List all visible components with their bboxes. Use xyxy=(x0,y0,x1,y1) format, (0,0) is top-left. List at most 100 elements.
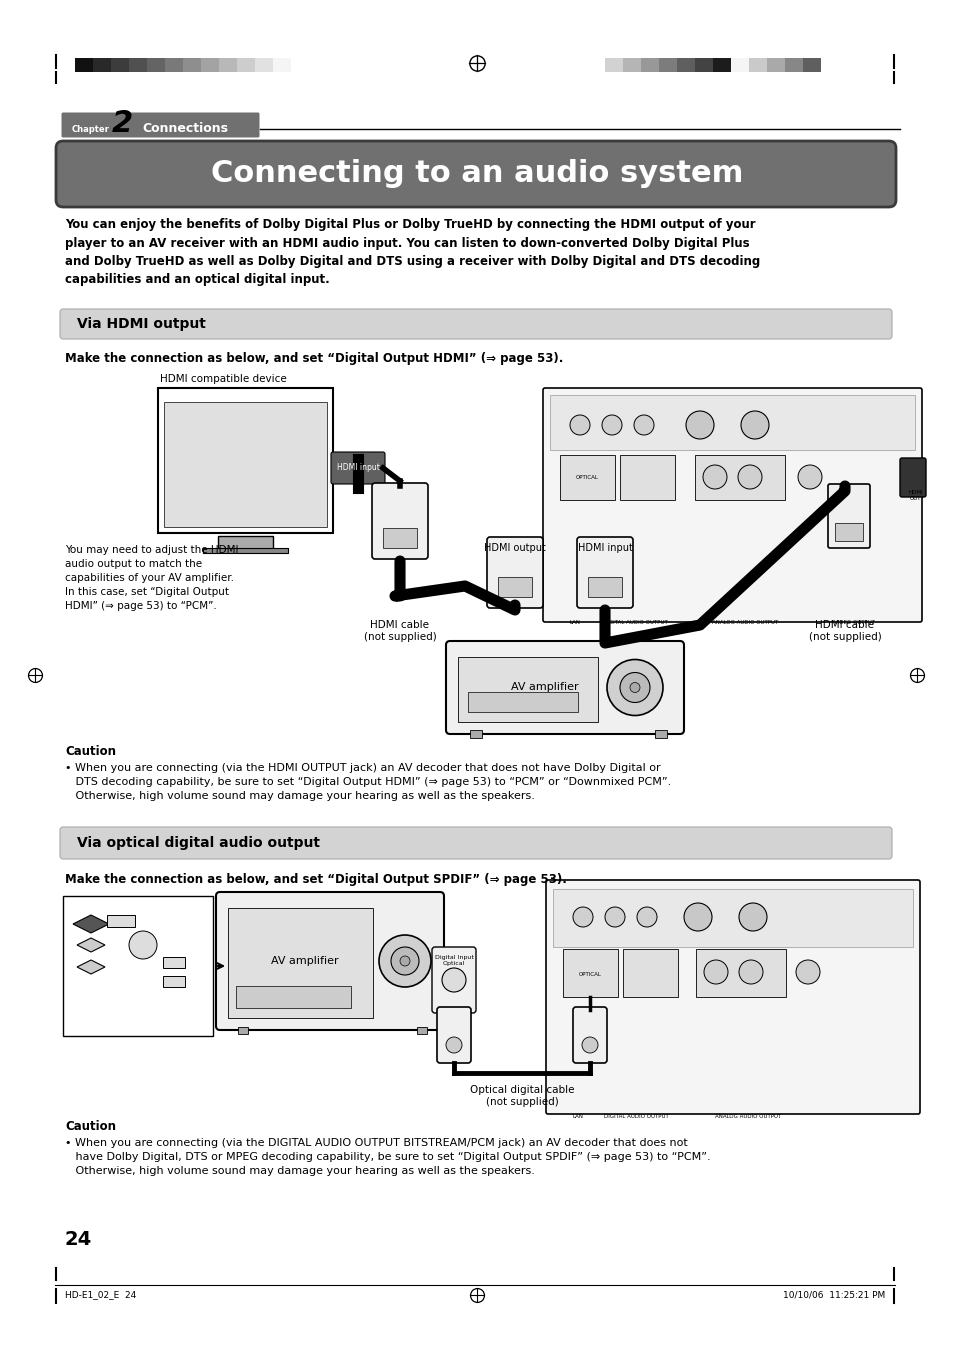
Text: Connections: Connections xyxy=(142,123,228,135)
FancyBboxPatch shape xyxy=(545,880,919,1115)
Circle shape xyxy=(391,947,418,975)
Bar xyxy=(203,549,288,553)
Bar xyxy=(677,58,695,72)
Text: OPTICAL: OPTICAL xyxy=(575,476,598,480)
Circle shape xyxy=(441,969,465,992)
Circle shape xyxy=(703,961,727,984)
Circle shape xyxy=(619,673,649,703)
Circle shape xyxy=(569,415,589,435)
Text: DIGITAL AUDIO OUTPUT: DIGITAL AUDIO OUTPUT xyxy=(602,620,667,626)
Bar xyxy=(470,730,481,738)
Polygon shape xyxy=(77,938,105,952)
Bar xyxy=(183,58,201,72)
Circle shape xyxy=(399,957,410,966)
Circle shape xyxy=(637,907,657,927)
Bar xyxy=(219,58,236,72)
Circle shape xyxy=(738,465,761,489)
Text: 24: 24 xyxy=(65,1229,92,1250)
Text: Via optical digital audio output: Via optical digital audio output xyxy=(77,836,319,850)
Circle shape xyxy=(601,415,621,435)
FancyBboxPatch shape xyxy=(56,141,895,207)
FancyBboxPatch shape xyxy=(60,309,891,339)
Circle shape xyxy=(629,682,639,693)
Bar xyxy=(622,58,640,72)
Circle shape xyxy=(606,659,662,716)
Bar xyxy=(129,58,147,72)
Circle shape xyxy=(573,907,593,927)
Bar xyxy=(497,577,532,597)
FancyBboxPatch shape xyxy=(542,388,921,621)
Circle shape xyxy=(634,415,654,435)
Text: HDMI compatible device: HDMI compatible device xyxy=(160,374,287,384)
Text: Caution: Caution xyxy=(65,744,116,758)
Circle shape xyxy=(702,465,726,489)
Bar xyxy=(562,948,618,997)
FancyBboxPatch shape xyxy=(436,1006,471,1063)
Bar xyxy=(147,58,165,72)
Bar xyxy=(237,1027,248,1034)
FancyBboxPatch shape xyxy=(577,536,633,608)
Bar xyxy=(75,58,92,72)
Text: HDMI cable
(not supplied): HDMI cable (not supplied) xyxy=(363,620,436,642)
Bar xyxy=(63,896,213,1036)
Bar xyxy=(416,1027,427,1034)
Text: You may need to adjust the HDMI
audio output to match the
capabilities of your A: You may need to adjust the HDMI audio ou… xyxy=(65,544,238,611)
Text: Connecting to an audio system: Connecting to an audio system xyxy=(211,159,742,189)
Text: LAN: LAN xyxy=(572,1115,583,1119)
Circle shape xyxy=(129,931,157,959)
Bar xyxy=(604,58,622,72)
Bar xyxy=(834,523,862,540)
Bar xyxy=(236,58,254,72)
Text: ANALOG AUDIO OUTPUT: ANALOG AUDIO OUTPUT xyxy=(714,1115,781,1119)
FancyBboxPatch shape xyxy=(215,892,443,1029)
Bar xyxy=(559,455,615,500)
Text: Optical digital cable
(not supplied): Optical digital cable (not supplied) xyxy=(469,1085,574,1106)
Bar xyxy=(201,58,219,72)
Bar xyxy=(457,657,598,721)
FancyBboxPatch shape xyxy=(372,484,428,559)
FancyBboxPatch shape xyxy=(331,453,385,484)
Text: HDMI
OUT: HDMI OUT xyxy=(908,490,923,501)
Bar xyxy=(696,948,785,997)
Bar xyxy=(712,58,730,72)
FancyBboxPatch shape xyxy=(446,640,683,734)
Bar xyxy=(218,536,273,549)
Text: HDMI output: HDMI output xyxy=(483,543,545,553)
Text: You can enjoy the benefits of Dolby Digital Plus or Dolby TrueHD by connecting t: You can enjoy the benefits of Dolby Digi… xyxy=(65,218,760,286)
Bar xyxy=(553,889,912,947)
Polygon shape xyxy=(77,961,105,974)
Bar xyxy=(622,948,678,997)
Bar xyxy=(468,692,578,712)
Text: Caution: Caution xyxy=(65,1120,116,1133)
Text: 2: 2 xyxy=(112,108,133,138)
Circle shape xyxy=(740,411,768,439)
Text: AV amplifier: AV amplifier xyxy=(511,682,578,693)
Polygon shape xyxy=(73,915,109,934)
FancyBboxPatch shape xyxy=(899,458,925,497)
Bar xyxy=(107,915,135,927)
Circle shape xyxy=(683,902,711,931)
Text: ANALOG AUDIO OUTPUT: ANALOG AUDIO OUTPUT xyxy=(711,620,778,626)
Circle shape xyxy=(604,907,624,927)
Bar xyxy=(550,394,914,450)
Bar xyxy=(163,957,185,969)
Bar xyxy=(587,577,621,597)
Bar xyxy=(382,528,416,549)
Text: • When you are connecting (via the HDMI OUTPUT jack) an AV decoder that does not: • When you are connecting (via the HDMI … xyxy=(65,763,671,801)
FancyBboxPatch shape xyxy=(60,827,891,859)
Bar xyxy=(254,58,273,72)
Bar xyxy=(273,58,291,72)
Text: AV amplifier: AV amplifier xyxy=(271,957,338,966)
Bar xyxy=(640,58,659,72)
Circle shape xyxy=(685,411,713,439)
Circle shape xyxy=(446,1038,461,1052)
Bar xyxy=(730,58,748,72)
Bar xyxy=(619,455,675,500)
Text: Make the connection as below, and set “Digital Output SPDIF” (⇒ page 53).: Make the connection as below, and set “D… xyxy=(65,873,566,886)
Bar xyxy=(695,58,712,72)
Bar xyxy=(228,908,373,1019)
Text: Make the connection as below, and set “Digital Output HDMI” (⇒ page 53).: Make the connection as below, and set “D… xyxy=(65,353,563,365)
FancyBboxPatch shape xyxy=(61,112,259,138)
Bar xyxy=(163,975,185,988)
Bar xyxy=(695,455,784,500)
